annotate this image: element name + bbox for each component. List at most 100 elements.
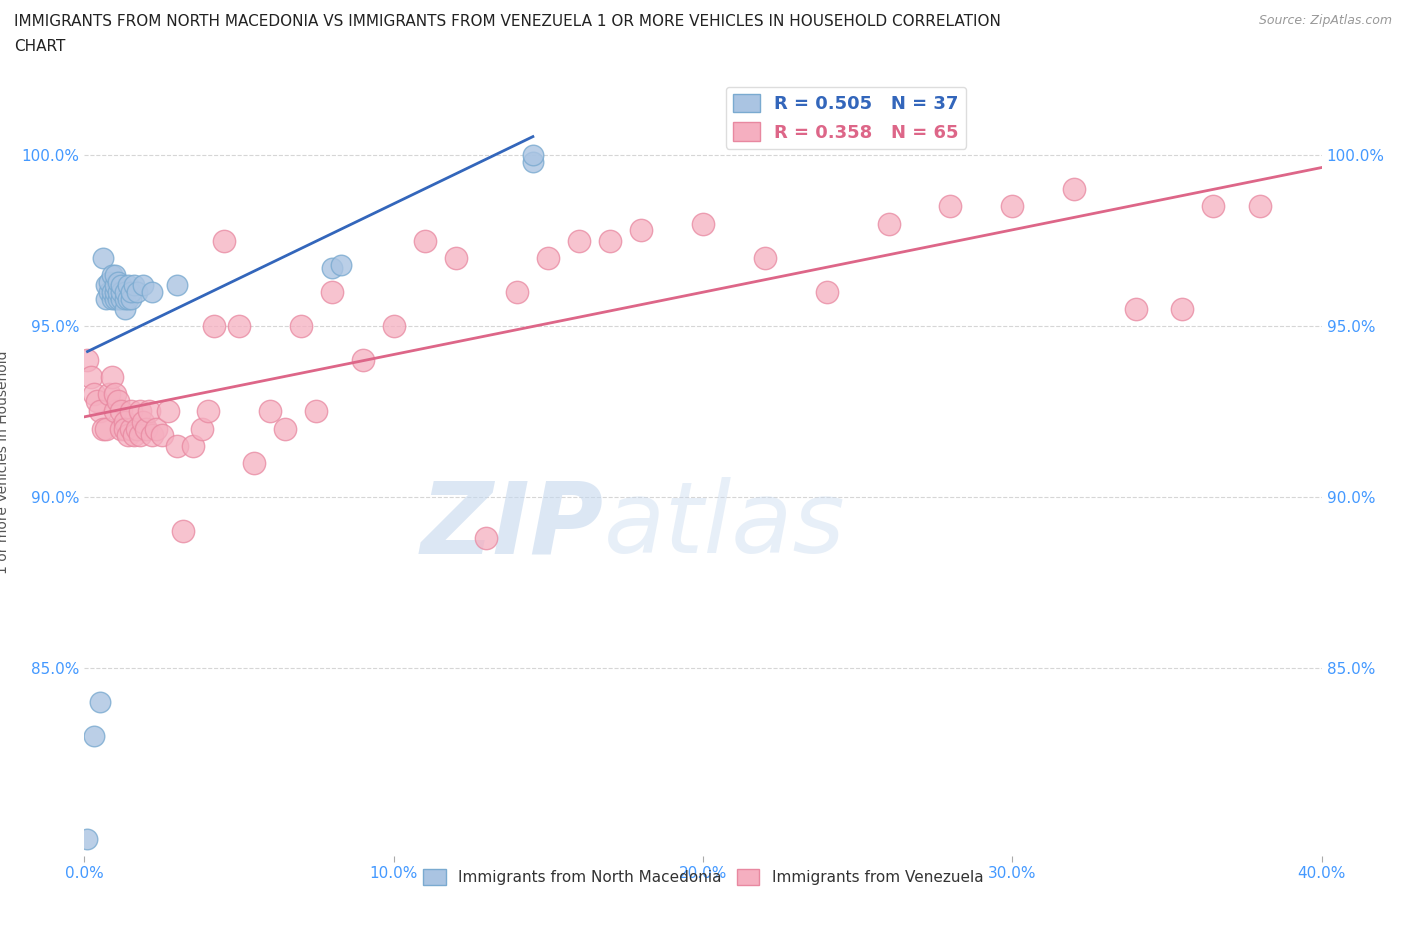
Point <box>76 352 98 367</box>
Point <box>120 421 142 436</box>
Point <box>1202 199 1225 214</box>
Point <box>117 291 139 306</box>
Point <box>330 257 353 272</box>
Point <box>114 291 136 306</box>
Point <box>104 285 127 299</box>
Point <box>91 250 114 265</box>
Point <box>321 285 343 299</box>
Point <box>107 291 129 306</box>
Point <box>274 421 297 436</box>
Point <box>129 428 152 443</box>
Point <box>413 233 436 248</box>
Point <box>243 455 266 470</box>
Point <box>522 148 544 163</box>
Point <box>83 387 105 402</box>
Point <box>110 291 132 306</box>
Text: IMMIGRANTS FROM NORTH MACEDONIA VS IMMIGRANTS FROM VENEZUELA 1 OR MORE VEHICLES : IMMIGRANTS FROM NORTH MACEDONIA VS IMMIG… <box>14 14 1001 29</box>
Point <box>129 404 152 418</box>
Point <box>110 421 132 436</box>
Point <box>98 285 121 299</box>
Point <box>114 285 136 299</box>
Point <box>290 319 312 334</box>
Point <box>1249 199 1271 214</box>
Point <box>382 319 405 334</box>
Text: atlas: atlas <box>605 477 845 574</box>
Point <box>83 728 105 743</box>
Point <box>98 274 121 289</box>
Point <box>506 285 529 299</box>
Point <box>101 370 124 385</box>
Point <box>259 404 281 418</box>
Point <box>79 370 101 385</box>
Text: CHART: CHART <box>14 39 66 54</box>
Point <box>141 428 163 443</box>
Point <box>132 414 155 429</box>
Point <box>599 233 621 248</box>
Point <box>877 216 900 231</box>
Point <box>132 277 155 292</box>
Point <box>122 428 145 443</box>
Legend: Immigrants from North Macedonia, Immigrants from Venezuela: Immigrants from North Macedonia, Immigra… <box>416 863 990 891</box>
Point <box>76 831 98 846</box>
Point <box>114 414 136 429</box>
Point <box>104 387 127 402</box>
Point <box>1125 301 1147 316</box>
Point <box>104 404 127 418</box>
Point <box>321 260 343 275</box>
Point <box>522 154 544 169</box>
Point <box>89 695 111 710</box>
Point <box>114 301 136 316</box>
Point <box>104 291 127 306</box>
Point <box>150 428 173 443</box>
Point <box>107 393 129 408</box>
Point <box>117 277 139 292</box>
Point <box>94 277 117 292</box>
Point <box>537 250 560 265</box>
Point <box>166 277 188 292</box>
Point <box>110 404 132 418</box>
Point <box>94 421 117 436</box>
Point <box>101 291 124 306</box>
Point <box>212 233 235 248</box>
Point <box>135 421 157 436</box>
Point <box>228 319 250 334</box>
Point <box>475 530 498 545</box>
Point <box>104 277 127 292</box>
Point <box>89 404 111 418</box>
Point <box>86 393 108 408</box>
Point <box>939 199 962 214</box>
Point <box>191 421 214 436</box>
Point <box>107 274 129 289</box>
Point <box>91 421 114 436</box>
Point <box>141 285 163 299</box>
Y-axis label: 1 or more Vehicles in Household: 1 or more Vehicles in Household <box>0 351 10 575</box>
Point <box>630 223 652 238</box>
Point <box>156 404 179 418</box>
Point <box>120 291 142 306</box>
Point <box>94 291 117 306</box>
Point <box>1171 301 1194 316</box>
Point <box>98 387 121 402</box>
Point <box>305 404 328 418</box>
Point <box>1063 182 1085 197</box>
Point <box>172 524 194 538</box>
Point <box>754 250 776 265</box>
Point <box>110 277 132 292</box>
Point <box>145 421 167 436</box>
Point <box>107 285 129 299</box>
Point <box>1001 199 1024 214</box>
Text: Source: ZipAtlas.com: Source: ZipAtlas.com <box>1258 14 1392 27</box>
Point <box>444 250 467 265</box>
Point <box>110 285 132 299</box>
Point <box>166 438 188 453</box>
Point <box>104 267 127 282</box>
Point <box>101 267 124 282</box>
Point <box>120 404 142 418</box>
Point <box>125 285 148 299</box>
Point <box>125 421 148 436</box>
Point <box>197 404 219 418</box>
Point <box>101 285 124 299</box>
Text: ZIP: ZIP <box>420 477 605 574</box>
Point <box>120 285 142 299</box>
Point <box>117 428 139 443</box>
